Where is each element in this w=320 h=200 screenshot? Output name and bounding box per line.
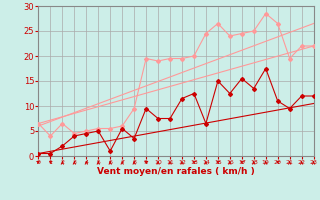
X-axis label: Vent moyen/en rafales ( km/h ): Vent moyen/en rafales ( km/h ) [97,167,255,176]
